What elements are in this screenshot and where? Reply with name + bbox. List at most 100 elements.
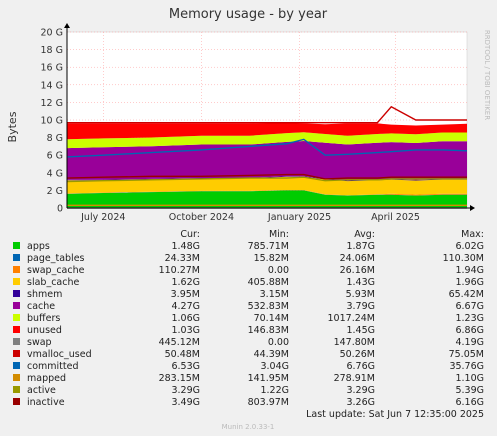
area-unused xyxy=(67,122,467,140)
legend-max: 6.67G xyxy=(455,301,484,312)
legend-cur: 6.53G xyxy=(171,361,200,372)
legend-header-avg: Avg: xyxy=(354,229,375,240)
legend-max: 1.94G xyxy=(455,265,484,276)
rrdtool-credit: RRDTOOL / TOBI OETIKER xyxy=(483,30,491,120)
legend-row: mapped 283.15M 141.95M 278.91M 1.10G xyxy=(13,373,484,384)
legend-avg: 1.43G xyxy=(346,277,375,288)
legend-swatch xyxy=(13,386,20,393)
legend-max: 75.05M xyxy=(449,349,484,360)
legend-avg: 26.16M xyxy=(340,265,375,276)
area-shmem xyxy=(67,176,467,182)
legend-min: 803.97M xyxy=(248,397,289,408)
legend-min: 1.22G xyxy=(260,385,289,396)
legend-cur: 24.33M xyxy=(165,253,200,264)
chart-title: Memory usage - by year xyxy=(169,7,328,22)
legend-max: 6.16G xyxy=(455,397,484,408)
legend-min: 0.00 xyxy=(268,265,289,276)
legend-name: active xyxy=(27,385,56,396)
legend-header-max: Max: xyxy=(461,229,484,240)
legend-avg: 3.79G xyxy=(346,301,375,312)
legend-min: 532.83M xyxy=(248,301,289,312)
legend-name: buffers xyxy=(27,313,60,324)
legend-swatch xyxy=(13,362,20,369)
legend-cur: 1.06G xyxy=(171,313,200,324)
legend-header-cur: Cur: xyxy=(180,229,200,240)
legend-min: 15.82M xyxy=(254,253,289,264)
area-apps xyxy=(67,190,467,208)
y-tick-label: 18 G xyxy=(41,45,63,56)
legend-avg: 50.26M xyxy=(340,349,375,360)
legend-name: committed xyxy=(27,361,79,372)
area-slab-cache xyxy=(67,176,467,196)
legend-cur: 283.15M xyxy=(159,373,200,384)
legend-row: active 3.29G 1.22G 3.29G 5.39G xyxy=(13,385,484,396)
legend-row: swap_cache 110.27M 0.00 26.16M 1.94G xyxy=(13,265,484,276)
line-active xyxy=(66,176,467,183)
legend-avg: 3.29G xyxy=(346,385,375,396)
y-tick-label: 20 G xyxy=(41,28,63,39)
legend-avg: 24.06M xyxy=(340,253,375,264)
legend-swatch xyxy=(13,398,20,405)
line-vmalloc-used xyxy=(67,105,467,124)
legend-row: vmalloc_used 50.48M 44.39M 50.26M 75.05M xyxy=(13,349,484,360)
y-tick-label: 14 G xyxy=(41,80,63,91)
last-update-text: Last update: Sat Jun 7 12:35:00 2025 xyxy=(306,409,484,420)
legend-avg: 1.87G xyxy=(346,241,375,252)
legend-row: buffers 1.06G 70.14M 1017.24M 1.23G xyxy=(13,313,484,324)
legend-cur: 3.49G xyxy=(171,397,200,408)
legend-swatch xyxy=(13,338,20,345)
y-axis-arrow xyxy=(64,23,70,28)
legend-max: 1.23G xyxy=(455,313,484,324)
legend-swatch xyxy=(13,254,20,261)
legend-max: 65.42M xyxy=(449,289,484,300)
legend-name: swap_cache xyxy=(27,265,85,276)
area-swap-cache xyxy=(67,189,467,196)
y-tick-label: 10 G xyxy=(41,116,63,127)
legend-avg: 6.76G xyxy=(346,361,375,372)
legend-swatch xyxy=(13,326,20,333)
legend-avg: 147.80M xyxy=(334,337,375,348)
legend-min: 405.88M xyxy=(248,277,289,288)
legend-avg: 278.91M xyxy=(334,373,375,384)
y-tick-label: 4 G xyxy=(47,168,63,179)
legend-avg: 3.26G xyxy=(346,397,375,408)
x-tick-label: October 2024 xyxy=(169,212,234,223)
legend-max: 1.10G xyxy=(455,373,484,384)
legend-min: 785.71M xyxy=(248,241,289,252)
legend-table: apps 1.48G 785.71M 1.87G 6.02G page_tables 24.… xyxy=(13,241,484,408)
legend-max: 5.39G xyxy=(455,385,484,396)
x-axis-arrow xyxy=(470,205,475,211)
legend-name: inactive xyxy=(27,397,65,408)
x-tick-labels: July 2024 October 2024 January 2025 April 2… xyxy=(80,212,420,223)
y-tick-label: 2 G xyxy=(47,186,63,197)
line-inactive xyxy=(66,173,467,180)
legend-cur: 1.62G xyxy=(171,277,200,288)
legend-cur: 110.27M xyxy=(159,265,200,276)
area-cache xyxy=(67,141,467,181)
legend-min: 3.15M xyxy=(260,289,289,300)
legend-name: slab_cache xyxy=(27,277,79,288)
legend-row: slab_cache 1.62G 405.88M 1.43G 1.96G xyxy=(13,277,484,288)
legend-avg: 1017.24M xyxy=(328,313,375,324)
y-tick-label: 8 G xyxy=(47,133,63,144)
legend-cur: 1.03G xyxy=(171,325,200,336)
legend-min: 146.83M xyxy=(248,325,289,336)
legend-cur: 3.29G xyxy=(171,385,200,396)
legend-max: 6.86G xyxy=(455,325,484,336)
legend-row: committed 6.53G 3.04G 6.76G 35.76G xyxy=(13,361,484,372)
legend-min: 141.95M xyxy=(248,373,289,384)
legend-min: 0.00 xyxy=(268,337,289,348)
legend-header-row: Cur: Min: Avg: Max: xyxy=(180,229,484,240)
line-committed xyxy=(66,138,468,158)
x-tick-label: July 2024 xyxy=(80,212,125,223)
legend-name: vmalloc_used xyxy=(27,349,92,360)
legend-max: 110.30M xyxy=(443,253,484,264)
legend-row: apps 1.48G 785.71M 1.87G 6.02G xyxy=(13,241,484,252)
legend-row: cache 4.27G 532.83M 3.79G 6.67G xyxy=(13,301,484,312)
legend-swatch xyxy=(13,266,20,273)
legend-min: 3.04G xyxy=(260,361,289,372)
area-buffers xyxy=(67,132,467,149)
x-tick-label: January 2025 xyxy=(267,212,331,223)
legend-cur: 3.95M xyxy=(171,289,200,300)
